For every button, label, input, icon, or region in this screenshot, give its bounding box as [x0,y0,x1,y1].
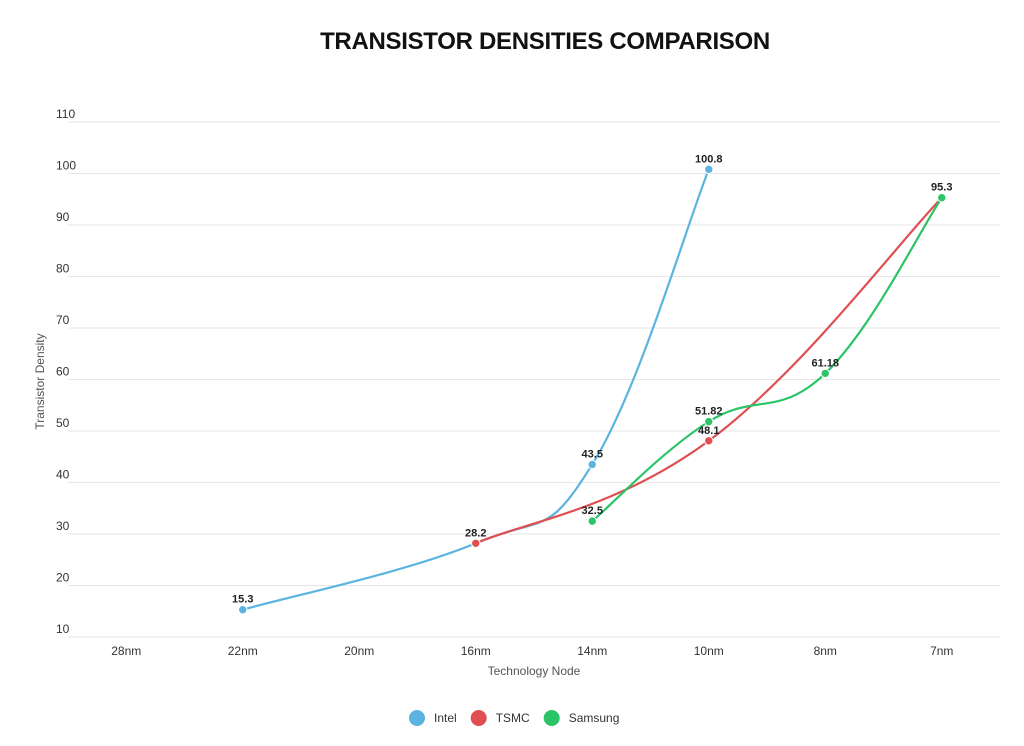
samsung-data-label: 51.82 [695,406,723,418]
intel-data-label: 15.3 [232,594,253,606]
x-tick-label: 22nm [228,644,258,658]
x-axis-title: Technology Node [488,664,581,678]
chart-title: TRANSISTOR DENSITIES COMPARISON [320,28,770,55]
legend: Intel TSMC Samsung [409,710,619,726]
intel-data-point[interactable] [587,459,597,470]
y-tick-label: 70 [56,313,70,327]
tsmc-series-line [475,196,943,545]
y-axis-ticks: 10 20 30 40 50 60 70 80 90 100 110 [56,107,76,636]
intel-legend-marker [409,710,425,726]
samsung-data-point[interactable] [937,193,947,203]
tsmc-data-point[interactable] [704,436,714,446]
x-axis-ticks: 28nm 22nm 20nm 16nm 14nm 10nm 8nm 7nm [111,644,953,658]
samsung-data-point[interactable] [820,368,830,379]
samsung-series-line [591,197,943,522]
x-tick-label: 7nm [930,644,953,658]
x-tick-label: 14nm [577,644,607,658]
series-points [238,164,947,615]
x-tick-label: 10nm [694,644,724,658]
samsung-data-label: 32.5 [582,505,603,517]
y-tick-label: 40 [56,468,70,482]
y-tick-label: 50 [56,416,70,430]
y-tick-label: 60 [56,365,70,379]
intel-data-label: 43.5 [582,448,603,460]
samsung-legend-marker [543,710,560,726]
y-tick-label: 30 [56,519,70,533]
tsmc-legend-marker [470,710,487,726]
tsmc-legend-label: TSMC [496,711,530,725]
tsmc-data-point[interactable] [471,538,481,548]
tsmc-data-label: 28.2 [465,527,486,539]
intel-data-point[interactable] [238,605,248,615]
x-tick-label: 16nm [461,644,491,658]
legend-item-tsmc[interactable]: TSMC [470,710,530,726]
x-tick-label: 28nm [111,644,141,658]
samsung-data-point[interactable] [704,416,714,427]
y-tick-label: 10 [56,622,70,636]
intel-legend-label: Intel [434,711,457,725]
data-labels: 15.3 43.5 100.8 28.2 48.1 95.3 32.5 51.82 61.18 [232,153,952,605]
y-tick-label: 100 [56,159,76,173]
y-tick-label: 20 [56,571,70,585]
tsmc-data-label: 95.3 [931,182,952,194]
intel-data-label: 100.8 [695,153,723,165]
y-tick-label: 80 [56,262,70,276]
tsmc-data-label: 48.1 [698,425,719,437]
series-lines [242,168,943,611]
y-axis-title: Transistor Density [33,333,47,429]
legend-item-samsung[interactable]: Samsung [543,710,620,726]
x-tick-label: 8nm [814,644,837,658]
y-tick-label: 110 [56,107,75,121]
legend-item-intel[interactable]: Intel [409,710,457,726]
samsung-data-point[interactable] [587,516,597,526]
samsung-legend-label: Samsung [569,711,620,725]
samsung-data-label: 61.18 [811,357,839,369]
intel-data-point[interactable] [704,164,714,175]
y-tick-label: 90 [56,210,70,224]
x-tick-label: 20nm [344,644,374,658]
grid-lines [68,121,1000,638]
